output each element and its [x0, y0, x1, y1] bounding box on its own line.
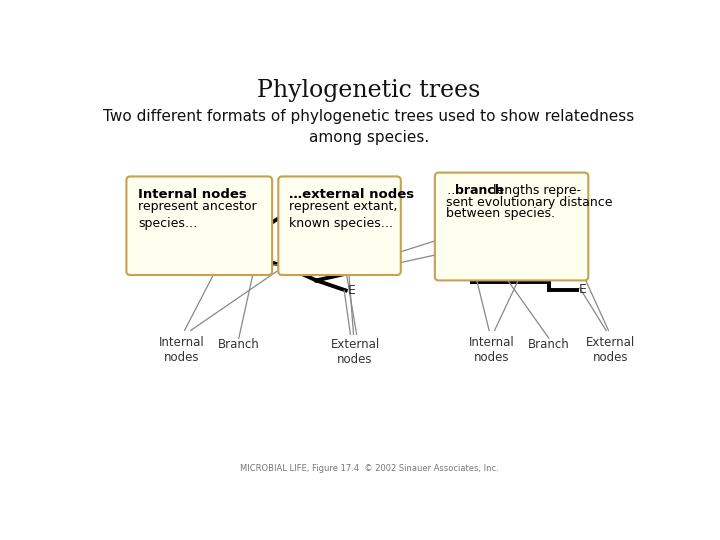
Text: represent extant,
known species…: represent extant, known species…	[289, 200, 397, 231]
Text: C: C	[346, 245, 354, 258]
Text: Branch: Branch	[528, 338, 570, 351]
FancyBboxPatch shape	[127, 177, 272, 275]
FancyBboxPatch shape	[279, 177, 401, 275]
Text: …: …	[446, 184, 459, 197]
Text: B: B	[579, 219, 588, 232]
Text: E: E	[579, 283, 587, 296]
Text: Phylogenetic trees: Phylogenetic trees	[257, 79, 481, 102]
Text: External
nodes: External nodes	[330, 338, 379, 366]
Text: Branch: Branch	[218, 338, 260, 351]
Text: A: A	[333, 191, 342, 204]
Text: D: D	[352, 266, 361, 279]
Text: MICROBIAL LIFE, Figure 17.4  © 2002 Sinauer Associates, Inc.: MICROBIAL LIFE, Figure 17.4 © 2002 Sinau…	[240, 464, 498, 473]
FancyBboxPatch shape	[435, 173, 588, 280]
Text: Internal nodes: Internal nodes	[138, 188, 247, 201]
Text: between species.: between species.	[446, 207, 556, 220]
Text: Two different formats of phylogenetic trees used to show relatedness
among speci: Two different formats of phylogenetic tr…	[104, 110, 634, 145]
Text: External
nodes: External nodes	[586, 336, 636, 364]
Text: C: C	[579, 245, 588, 258]
Text: lengths repre-: lengths repre-	[489, 184, 581, 197]
Text: E: E	[347, 284, 355, 297]
Text: branch: branch	[455, 184, 504, 197]
Text: D: D	[579, 262, 589, 275]
Text: Internal
nodes: Internal nodes	[158, 336, 204, 364]
Text: represent ancestor
species…: represent ancestor species…	[138, 200, 256, 231]
Text: …external nodes: …external nodes	[289, 188, 414, 201]
Text: sent evolutionary distance: sent evolutionary distance	[446, 195, 613, 208]
Text: B: B	[340, 224, 348, 237]
Text: A: A	[579, 191, 588, 204]
Text: Internal
nodes: Internal nodes	[469, 336, 514, 364]
